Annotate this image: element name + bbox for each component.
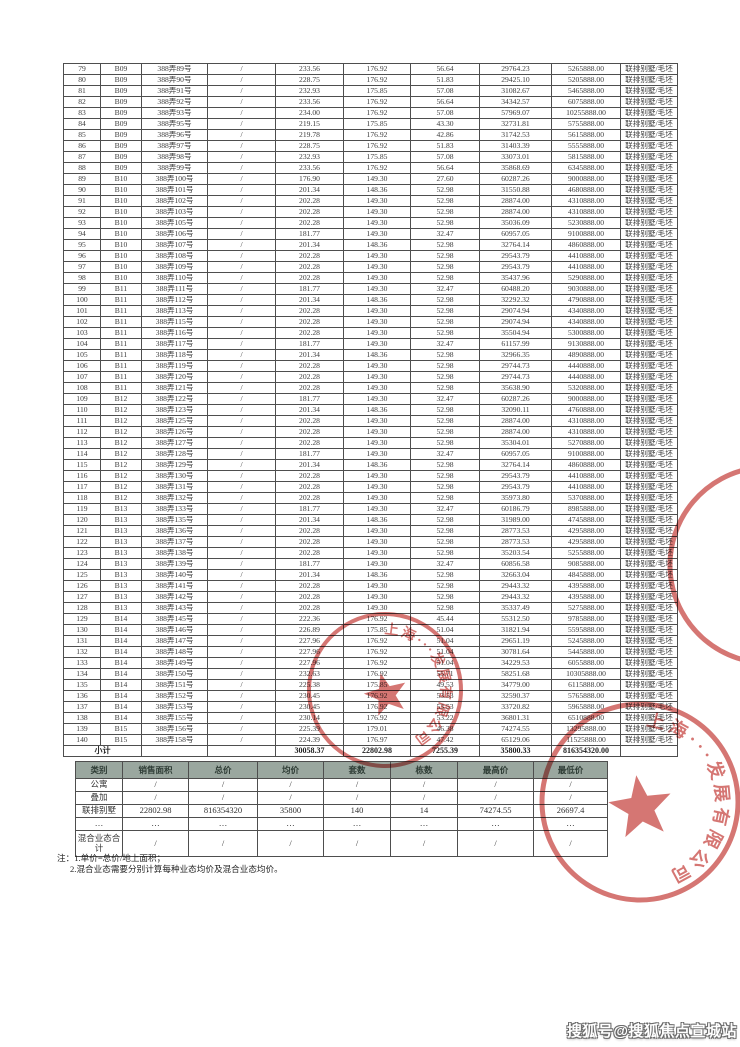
summary-column-header: 类别 xyxy=(75,761,123,779)
summary-table-body: 公寓 / / / / / / / 叠加 / / / / / / / 联排别墅 22802.98 816354320 3… xyxy=(75,778,608,857)
table-row: 89 B10 388弄100号/176.90 149.30 27.60 60287.26 9… xyxy=(63,173,678,185)
table-row: 133 B14 388弄149号/227.96 176.92 51.04 34229.53… xyxy=(63,657,678,669)
summary-column-header: 栋数 xyxy=(390,761,458,779)
star-icon xyxy=(608,775,671,838)
table-row: 84 B09 388弄95号/219.15 175.85 43.30 32731.81 57… xyxy=(63,118,678,130)
summary-row: 叠加 / / / / / / / xyxy=(75,791,608,805)
summary-column-header: 最低价 xyxy=(533,761,608,779)
table-row: 129 B14 388弄145号/222.36 176.92 45.44 55312.50… xyxy=(63,613,678,625)
table-row: 138 B14 388弄155号/230.14 176.92 53.22 36801.31… xyxy=(63,712,678,724)
table-row: 82 B09 388弄92号/233.56 176.92 56.64 34342.57 60… xyxy=(63,96,678,108)
table-row: 81 B09 388弄91号/232.93 175.85 57.08 31082.67 54… xyxy=(63,85,678,97)
table-row: 120 B13 388弄135号/201.34 148.36 52.98 31989.00… xyxy=(63,514,678,526)
table-row: 91 B10 388弄102号/202.28 149.30 52.98 28874.00 4… xyxy=(63,195,678,207)
summary-row: 联排别墅 22802.98 816354320 35800 140 14 74274.55 2… xyxy=(75,804,608,818)
table-row: 122 B13 388弄137号/202.28 149.30 52.98 28773.53… xyxy=(63,536,678,548)
table-row: 98 B10 388弄110号/202.28 149.30 52.98 35437.96 5… xyxy=(63,272,678,284)
table-row: 118 B12 388弄132号/202.28 149.30 52.98 35973.80… xyxy=(63,492,678,504)
table-row: 86 B09 388弄97号/228.75 176.92 51.83 31403.39 55… xyxy=(63,140,678,152)
table-row: 113 B12 388弄127号/202.28 149.30 52.98 35304.01… xyxy=(63,437,678,449)
price-table-body: 79 B09 388弄89号/233.56 176.92 56.64 29764.23 52… xyxy=(63,63,678,757)
table-row: 99 B11 388弄111号/181.77 149.30 32.47 60488.20 9… xyxy=(63,283,678,295)
table-row: 135 B14 388弄151号/225.38 175.85 49.53 34779.00… xyxy=(63,679,678,691)
table-row: 137 B14 388弄153号/230.45 176.92 53.53 33720.82… xyxy=(63,701,678,713)
table-row: 130 B14 388弄146号/226.89 175.85 51.04 31821.94… xyxy=(63,624,678,636)
table-row: 115 B12 388弄129号/201.34 148.36 52.98 32764.14… xyxy=(63,459,678,471)
table-row: 79 B09 388弄89号/233.56 176.92 56.64 29764.23 52… xyxy=(63,63,678,75)
table-row: 102 B11 388弄115号/202.28 149.30 52.98 29074.94… xyxy=(63,316,678,328)
table-row: 109 B12 388弄122号/181.77 149.30 32.47 60287.26… xyxy=(63,393,678,405)
table-row: 87 B09 388弄98号/232.93 175.85 57.08 33073.01 58… xyxy=(63,151,678,163)
table-row: 101 B11 388弄113号/202.28 149.30 52.98 29074.94… xyxy=(63,305,678,317)
table-row: 88 B09 388弄99号/233.56 176.92 56.64 35868.69 63… xyxy=(63,162,678,174)
table-row: 107 B11 388弄120号/202.28 149.30 52.98 29744.73… xyxy=(63,371,678,383)
table-row: 116 B12 388弄130号/202.28 149.30 52.98 29543.79… xyxy=(63,470,678,482)
table-row: 131 B14 388弄147号/227.96 176.92 51.04 29651.19… xyxy=(63,635,678,647)
table-row: 110 B12 388弄123号/201.34 148.36 52.98 32090.11… xyxy=(63,404,678,416)
summary-row: …………………… xyxy=(75,817,608,831)
table-row: 94 B10 388弄106号/181.77 149.30 32.47 60957.05 9… xyxy=(63,228,678,240)
table-row: 123 B13 388弄138号/202.28 149.30 52.98 35203.54… xyxy=(63,547,678,559)
table-row: 92 B10 388弄103号/202.28 149.30 52.98 28874.00 4… xyxy=(63,206,678,218)
table-row: 83 B09 388弄93号/234.00 176.92 57.08 57969.07 10… xyxy=(63,107,678,119)
summary-column-header: 最高价 xyxy=(457,761,534,779)
table-row: 139 B15 388弄156号/225.39 179.01 46.38 74274.55… xyxy=(63,723,678,735)
table-row: 90 B10 388弄101号/201.34 148.36 52.98 31550.88 4… xyxy=(63,184,678,196)
table-row: 103 B11 388弄116号/202.28 149.30 52.98 35504.94… xyxy=(63,327,678,339)
table-row: 132 B14 388弄148号/227.96 176.92 51.04 30781.64… xyxy=(63,646,678,658)
table-row: 100 B11 388弄112号/201.34 148.36 52.98 32292.32… xyxy=(63,294,678,306)
table-row: 104 B11 388弄117号/181.77 149.30 32.47 61157.99… xyxy=(63,338,678,350)
table-row: 134 B14 388弄150号/232.63 176.92 55.71 58251.68… xyxy=(63,668,678,680)
summary-header-row: 类别 销售面积 总价 均价 套数 栋数 最高价 最低价 xyxy=(75,761,608,779)
table-row: 112 B12 388弄126号/202.28 149.30 52.98 28874.00… xyxy=(63,426,678,438)
table-row: 114 B12 388弄128号/181.77 149.30 32.47 60957.05… xyxy=(63,448,678,460)
table-row: 85 B09 388弄96号/219.78 176.92 42.86 31742.53 56… xyxy=(63,129,678,141)
summary-row: 混合业态合计 / / / / / / / xyxy=(75,830,608,857)
table-row: 126 B13 388弄141号/202.28 149.30 52.98 29443.32… xyxy=(63,580,678,592)
table-row: 140 B15 388弄158号/224.39 176.97 47.42 65129.06… xyxy=(63,734,678,746)
table-row: 95 B10 388弄107号/201.34 148.36 52.98 32764.14 4… xyxy=(63,239,678,251)
table-row: 108 B11 388弄121号/202.28 149.30 52.98 35638.90… xyxy=(63,382,678,394)
table-row: 125 B13 388弄140号/201.34 148.36 52.98 32663.04… xyxy=(63,569,678,581)
subtotal-row: 小计 30058.37 22802.98 7255.39 35800.33 8163543… xyxy=(63,745,678,757)
price-table: 79 B09 388弄89号/233.56 176.92 56.64 29764.23 52… xyxy=(63,63,678,757)
watermark-text: 搜狐号@搜狐焦点宣城站 xyxy=(566,1023,737,1040)
footnote-line-1: 注：1.单价=总价/地上面积； xyxy=(57,853,166,863)
table-row: 80 B09 388弄90号/228.75 176.92 51.83 29425.10 52… xyxy=(63,74,678,86)
table-row: 119 B13 388弄133号/181.77 149.30 32.47 60186.79… xyxy=(63,503,678,515)
table-row: 106 B11 388弄119号/202.28 149.30 52.98 29744.73… xyxy=(63,360,678,372)
summary-column-header: 套数 xyxy=(323,761,391,779)
summary-column-header: 均价 xyxy=(257,761,324,779)
footnotes: 注：1.单价=总价/地上面积； 2.混合业态需要分别计算每种业态均价及混合业态均… xyxy=(57,853,283,875)
summary-table: 类别 销售面积 总价 均价 套数 栋数 最高价 最低价 公寓 / / / / / / / 叠加 / / / / / / / 联… xyxy=(75,761,608,857)
table-row: 97 B10 388弄109号/202.28 149.30 52.98 29543.79 4… xyxy=(63,261,678,273)
table-row: 111 B12 388弄125号/202.28 149.30 52.98 28874.00… xyxy=(63,415,678,427)
footnote-line-2: 2.混合业态需要分别计算每种业态均价及混合业态均价。 xyxy=(70,864,283,874)
table-row: 105 B11 388弄118号/201.34 148.36 52.98 32966.35… xyxy=(63,349,678,361)
summary-row: 公寓 / / / / / / / xyxy=(75,778,608,792)
summary-column-header: 总价 xyxy=(188,761,258,779)
table-row: 117 B12 388弄131号/202.28 149.30 52.98 29543.79… xyxy=(63,481,678,493)
table-row: 121 B13 388弄136号/202.28 149.30 52.98 28773.53… xyxy=(63,525,678,537)
table-row: 128 B13 388弄143号/202.28 149.30 52.98 35337.49… xyxy=(63,602,678,614)
summary-column-header: 销售面积 xyxy=(122,761,189,779)
table-row: 96 B10 388弄108号/202.28 149.30 52.98 29543.79 4… xyxy=(63,250,678,262)
table-row: 124 B13 388弄139号/181.77 149.30 32.47 60856.58… xyxy=(63,558,678,570)
table-row: 127 B13 388弄142号/202.28 149.30 52.98 29443.32… xyxy=(63,591,678,603)
table-row: 136 B14 388弄152号/230.45 176.92 53.53 32590.37… xyxy=(63,690,678,702)
table-row: 93 B10 388弄105号/202.28 149.30 52.98 35036.09 5… xyxy=(63,217,678,229)
